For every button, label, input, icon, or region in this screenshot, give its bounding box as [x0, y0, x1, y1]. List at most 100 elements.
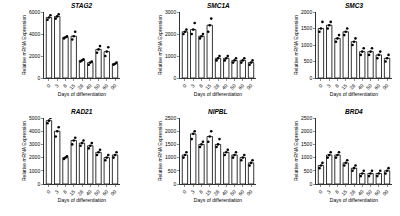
- svg-text:0: 0: [173, 181, 176, 187]
- svg-text:28: 28: [76, 82, 84, 90]
- svg-text:15: 15: [204, 82, 212, 90]
- svg-text:Relative mRNA Expression: Relative mRNA Expression: [21, 15, 27, 75]
- svg-text:0: 0: [317, 188, 323, 194]
- svg-text:2000: 2000: [29, 154, 40, 160]
- svg-text:28: 28: [212, 82, 220, 90]
- svg-text:3000: 3000: [165, 9, 176, 15]
- svg-text:4000: 4000: [29, 128, 40, 134]
- svg-text:BRD4: BRD4: [345, 108, 363, 115]
- svg-text:Relative mRNA Expression: Relative mRNA Expression: [157, 15, 163, 75]
- svg-text:0: 0: [45, 82, 51, 88]
- svg-text:50: 50: [365, 188, 373, 196]
- svg-text:40: 40: [357, 188, 365, 196]
- svg-text:2000: 2000: [29, 53, 40, 59]
- svg-text:8: 8: [334, 188, 340, 194]
- svg-text:500: 500: [168, 168, 177, 174]
- svg-text:5000: 5000: [29, 115, 40, 121]
- svg-text:60: 60: [237, 188, 245, 196]
- svg-text:2000: 2000: [165, 128, 176, 134]
- svg-text:500: 500: [304, 58, 313, 64]
- svg-text:2000: 2000: [165, 31, 176, 37]
- svg-text:3: 3: [53, 188, 59, 194]
- svg-text:50: 50: [93, 188, 101, 196]
- svg-text:SMC3: SMC3: [345, 2, 363, 9]
- svg-text:Relative mRNA Expression: Relative mRNA Expression: [157, 121, 163, 181]
- svg-text:1500: 1500: [165, 141, 176, 147]
- svg-text:6000: 6000: [29, 9, 40, 15]
- svg-text:1000: 1000: [165, 53, 176, 59]
- svg-text:28: 28: [348, 188, 356, 196]
- svg-text:3000: 3000: [29, 141, 40, 147]
- svg-text:3: 3: [189, 188, 195, 194]
- svg-text:Days of differentiation: Days of differentiation: [330, 91, 378, 97]
- svg-text:Relative mRNA Expression: Relative mRNA Expression: [293, 121, 299, 181]
- svg-text:28: 28: [348, 82, 356, 90]
- svg-text:1500: 1500: [301, 25, 312, 31]
- svg-text:90: 90: [245, 188, 253, 196]
- svg-text:15: 15: [68, 188, 76, 196]
- svg-text:0: 0: [317, 82, 323, 88]
- svg-text:RAD21: RAD21: [71, 108, 93, 115]
- svg-text:40: 40: [221, 188, 229, 196]
- svg-text:1000: 1000: [29, 168, 40, 174]
- svg-text:8: 8: [198, 82, 204, 88]
- svg-text:50: 50: [93, 82, 101, 90]
- svg-text:3: 3: [325, 82, 331, 88]
- svg-text:Days of differentiation: Days of differentiation: [330, 197, 378, 203]
- svg-text:15: 15: [68, 82, 76, 90]
- svg-text:8: 8: [62, 188, 68, 194]
- svg-text:NIPBL: NIPBL: [208, 108, 228, 115]
- svg-text:3: 3: [189, 82, 195, 88]
- svg-text:STAG2: STAG2: [71, 2, 93, 9]
- svg-text:0: 0: [181, 82, 187, 88]
- svg-text:3: 3: [53, 82, 59, 88]
- svg-text:90: 90: [109, 82, 117, 90]
- svg-text:Relative mRNA Expression: Relative mRNA Expression: [293, 15, 299, 75]
- svg-text:0: 0: [181, 188, 187, 194]
- svg-text:40: 40: [85, 82, 93, 90]
- svg-text:50: 50: [365, 82, 373, 90]
- svg-text:28: 28: [212, 188, 220, 196]
- svg-text:15: 15: [340, 82, 348, 90]
- svg-text:28: 28: [76, 188, 84, 196]
- svg-text:40: 40: [85, 188, 93, 196]
- svg-text:60: 60: [101, 188, 109, 196]
- svg-text:90: 90: [245, 82, 253, 90]
- svg-text:4000: 4000: [29, 31, 40, 37]
- svg-text:3: 3: [325, 188, 331, 194]
- svg-text:2500: 2500: [301, 115, 312, 121]
- svg-text:8: 8: [62, 82, 68, 88]
- svg-text:0: 0: [37, 75, 40, 81]
- svg-text:40: 40: [357, 82, 365, 90]
- svg-text:1000: 1000: [301, 154, 312, 160]
- svg-text:60: 60: [373, 82, 381, 90]
- svg-text:2500: 2500: [165, 115, 176, 121]
- svg-text:Days of differentiation: Days of differentiation: [194, 91, 242, 97]
- svg-text:15: 15: [340, 188, 348, 196]
- svg-text:60: 60: [373, 188, 381, 196]
- svg-text:1500: 1500: [301, 141, 312, 147]
- svg-text:90: 90: [381, 188, 389, 196]
- svg-text:0: 0: [173, 75, 176, 81]
- svg-text:60: 60: [101, 82, 109, 90]
- svg-text:500: 500: [304, 168, 313, 174]
- svg-text:50: 50: [229, 82, 237, 90]
- svg-text:50: 50: [229, 188, 237, 196]
- svg-text:90: 90: [109, 188, 117, 196]
- svg-text:Days of differentiation: Days of differentiation: [58, 197, 106, 203]
- svg-text:2000: 2000: [301, 9, 312, 15]
- svg-text:0: 0: [37, 181, 40, 187]
- svg-text:1000: 1000: [301, 42, 312, 48]
- svg-text:Days of differentiation: Days of differentiation: [58, 91, 106, 97]
- svg-text:8: 8: [334, 82, 340, 88]
- svg-text:0: 0: [45, 188, 51, 194]
- svg-text:15: 15: [204, 188, 212, 196]
- svg-text:2000: 2000: [301, 128, 312, 134]
- svg-text:60: 60: [237, 82, 245, 90]
- svg-text:8: 8: [198, 188, 204, 194]
- svg-text:SMC1A: SMC1A: [207, 2, 230, 9]
- svg-text:0: 0: [309, 181, 312, 187]
- svg-text:0: 0: [309, 75, 312, 81]
- svg-text:40: 40: [221, 82, 229, 90]
- svg-text:1000: 1000: [165, 154, 176, 160]
